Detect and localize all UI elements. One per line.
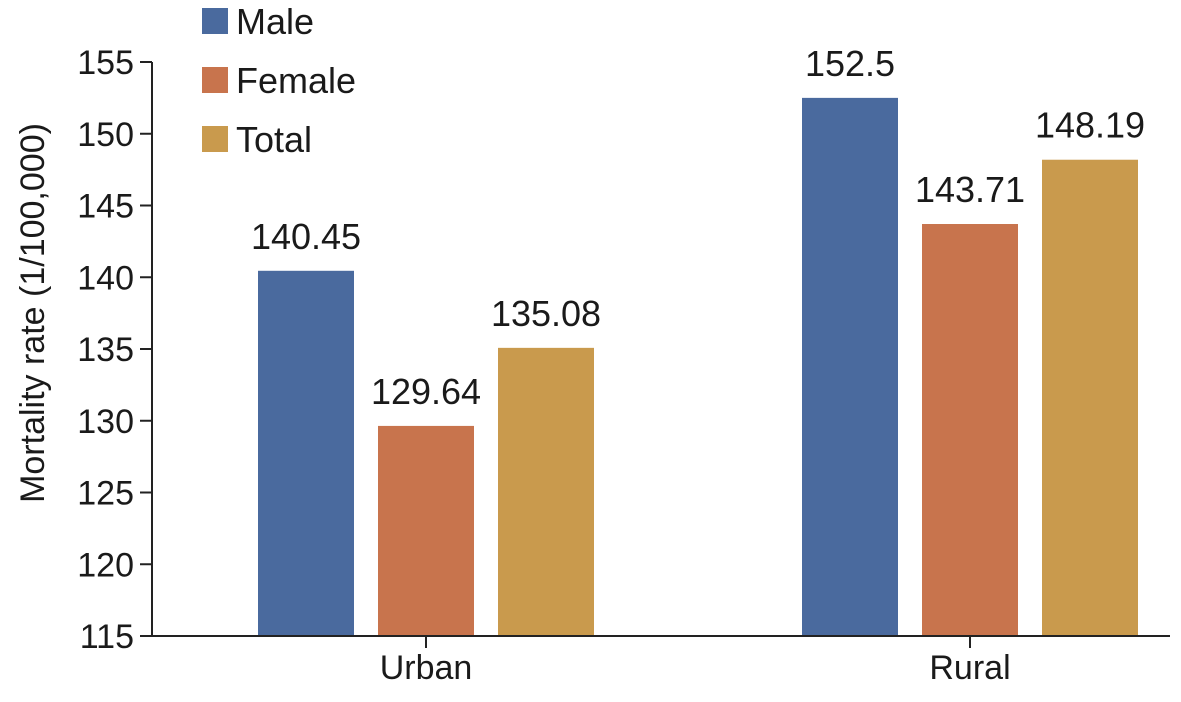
data-label: 129.64 bbox=[371, 371, 481, 412]
y-axis: 115 120 125 130 135 140 145 150 155 bbox=[77, 44, 153, 656]
y-tick-label: 115 bbox=[80, 618, 134, 656]
y-tick-label: 145 bbox=[77, 188, 134, 226]
bar-male-rural bbox=[802, 97, 898, 636]
legend-label-total: Total bbox=[236, 119, 312, 160]
bar-male-urban bbox=[258, 270, 354, 636]
data-label: 135.08 bbox=[491, 293, 601, 334]
y-tick-label: 140 bbox=[77, 259, 134, 297]
y-tick-label: 135 bbox=[77, 331, 134, 369]
y-tick-label: 130 bbox=[77, 403, 134, 441]
data-label: 140.45 bbox=[251, 216, 361, 257]
data-label: 148.19 bbox=[1035, 105, 1145, 146]
y-tick-label: 150 bbox=[77, 116, 134, 154]
y-axis-title: Mortality rate (1/100,000) bbox=[14, 123, 52, 503]
x-category-label: Urban bbox=[380, 649, 473, 687]
y-tick-label: 125 bbox=[77, 475, 134, 513]
legend-label-female: Female bbox=[236, 60, 356, 101]
legend-swatch-male bbox=[202, 8, 228, 34]
bar-total-urban bbox=[498, 347, 594, 636]
data-label: 152.5 bbox=[805, 43, 895, 84]
bar-female-rural bbox=[922, 224, 1018, 636]
legend-label-male: Male bbox=[236, 1, 314, 42]
data-label: 143.71 bbox=[915, 169, 1025, 210]
legend-swatch-female bbox=[202, 67, 228, 93]
y-tick-label: 120 bbox=[77, 546, 134, 584]
x-category-label: Rural bbox=[929, 649, 1010, 687]
bar-female-urban bbox=[378, 425, 474, 636]
y-tick-label: 155 bbox=[77, 44, 134, 82]
x-axis: Urban Rural bbox=[152, 635, 1170, 687]
legend: Male Female Total bbox=[202, 1, 356, 160]
bars bbox=[258, 97, 1138, 636]
legend-swatch-total bbox=[202, 126, 228, 152]
bar-total-rural bbox=[1042, 159, 1138, 636]
